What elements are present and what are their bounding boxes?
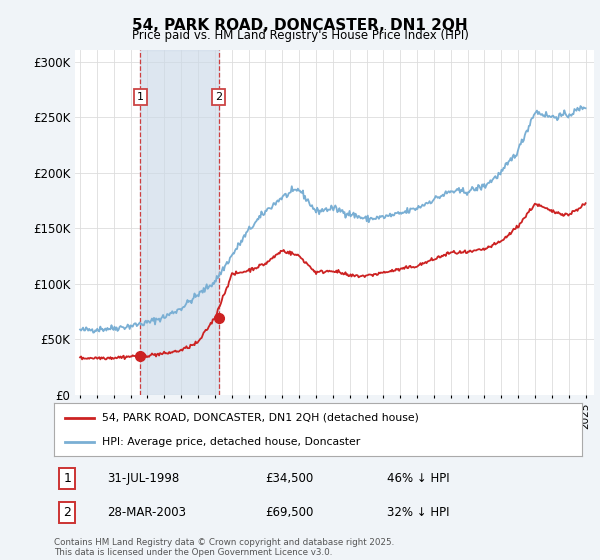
Text: 46% ↓ HPI: 46% ↓ HPI	[386, 472, 449, 486]
Text: HPI: Average price, detached house, Doncaster: HPI: Average price, detached house, Donc…	[101, 437, 360, 447]
Text: 54, PARK ROAD, DONCASTER, DN1 2QH (detached house): 54, PARK ROAD, DONCASTER, DN1 2QH (detac…	[101, 413, 418, 423]
Text: 1: 1	[63, 472, 71, 486]
Bar	[140, 50, 219, 395]
Text: 2: 2	[63, 506, 71, 519]
Text: £69,500: £69,500	[265, 506, 314, 519]
Text: 1: 1	[137, 92, 144, 102]
Text: 2: 2	[215, 92, 222, 102]
Text: 28-MAR-2003: 28-MAR-2003	[107, 506, 186, 519]
Text: 54, PARK ROAD, DONCASTER, DN1 2QH: 54, PARK ROAD, DONCASTER, DN1 2QH	[132, 18, 468, 33]
Text: Contains HM Land Registry data © Crown copyright and database right 2025.
This d: Contains HM Land Registry data © Crown c…	[54, 538, 394, 557]
Text: Price paid vs. HM Land Registry's House Price Index (HPI): Price paid vs. HM Land Registry's House …	[131, 29, 469, 42]
Text: 31-JUL-1998: 31-JUL-1998	[107, 472, 179, 486]
Text: £34,500: £34,500	[265, 472, 313, 486]
Text: 32% ↓ HPI: 32% ↓ HPI	[386, 506, 449, 519]
